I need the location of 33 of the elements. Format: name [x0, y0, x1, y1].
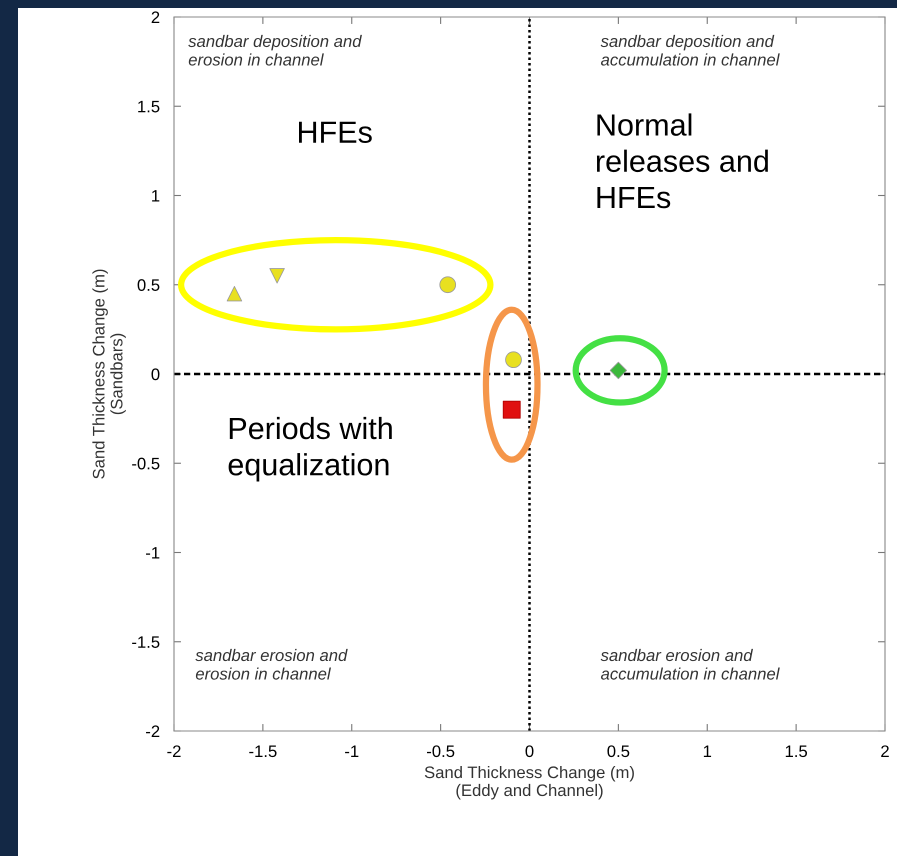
y-tick-label: 1.5 — [138, 100, 160, 112]
y-tick-label: -1.5 — [132, 636, 160, 648]
y-tick-label: 0 — [151, 368, 160, 380]
point — [502, 400, 521, 419]
point — [269, 268, 285, 284]
y-tick-label: -0.5 — [132, 458, 160, 470]
x-tick-label: 2 — [881, 745, 889, 757]
y-tick-label: 2 — [152, 11, 160, 24]
x-tick-label: -0.5 — [427, 745, 454, 758]
annotation: sandbar deposition and accumulation in channel — [600, 34, 780, 66]
y-axis-title: Sand Thickness Change (m) (Sandbars) — [92, 270, 126, 479]
y-tick-label: 1 — [152, 190, 160, 202]
x-tick-label: 0 — [526, 745, 534, 758]
x-tick-label: -1.5 — [249, 746, 277, 758]
annotation: sandbar erosion and erosion in channel — [195, 648, 348, 680]
point — [610, 362, 628, 380]
x-tick-label: -1 — [345, 746, 358, 757]
annotation: sandbar erosion and accumulation in channel — [600, 648, 780, 680]
annotation: Normal releases and HFEs — [596, 113, 768, 208]
point — [226, 286, 242, 302]
x-tick-label: 0.5 — [607, 745, 630, 758]
x-tick-label: 1.5 — [786, 746, 808, 758]
y-tick-label: -1 — [146, 547, 160, 559]
x-tick-label: 1 — [704, 746, 712, 757]
x-tick-label: -2 — [167, 745, 181, 757]
y-tick-label: -2 — [146, 725, 160, 738]
annotation: Periods with equalization — [228, 416, 392, 482]
y-tick-label: 0.5 — [138, 279, 160, 291]
point — [439, 276, 456, 294]
annotation: sandbar deposition and erosion in channel — [188, 34, 362, 66]
point — [505, 351, 522, 368]
x-axis-title: Sand Thickness Change (m) (Eddy and Channel) — [424, 766, 634, 800]
annotation: HFEs — [299, 122, 372, 144]
